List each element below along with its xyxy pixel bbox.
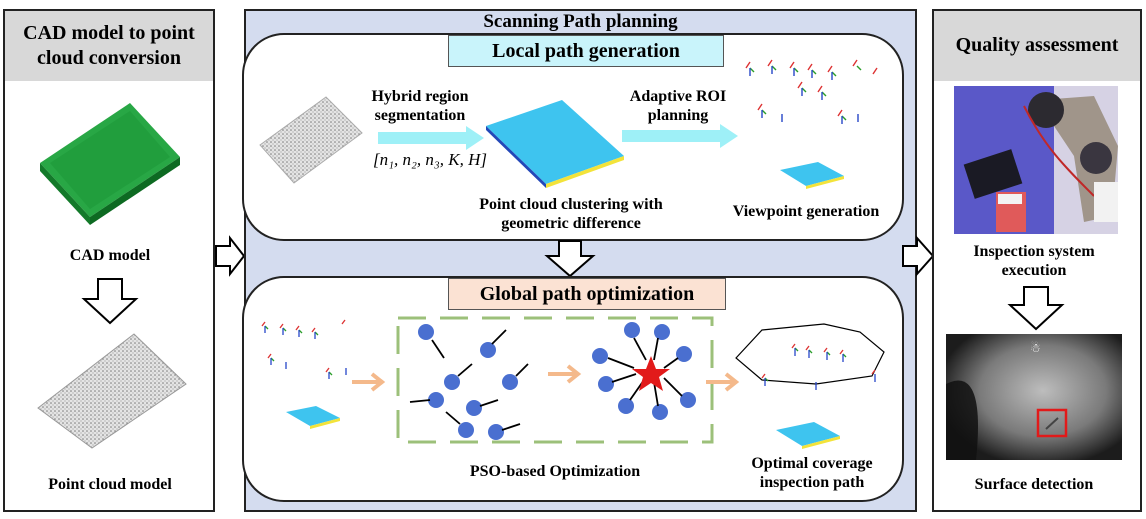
optimal-path-image [735,323,885,390]
cad-model-image [40,103,180,225]
segmented-plate-image [486,100,624,188]
pso-diagram [396,316,714,444]
cad-model-label: CAD model [69,247,151,264]
local-path-tag: Local path generation [448,35,724,67]
adaptive-roi-label: Adaptive ROI planning [629,88,727,124]
right-arrow-icon [215,235,246,277]
clustering-label: Point cloud clustering with geometric di… [479,196,663,232]
pso-label: PSO-based Optimization [469,463,641,480]
quality-header: Quality assessment [934,11,1140,81]
optimal-plate-image [776,422,840,449]
optimal-path-label: Optimal coverage inspection path [751,455,873,491]
orange-arrow-icon-2 [548,364,582,384]
right-arrow-icon-2 [902,235,935,277]
orange-arrow-icon-3 [706,372,740,392]
segment-input-cloud [259,96,363,184]
viewpoint-generation-label: Viewpoint generation [732,203,880,220]
viewpoints-image [745,59,878,124]
global-input-viewpoints [261,319,347,429]
scanning-path-title: Scanning Path planning [483,11,678,32]
cad-conversion-header: CAD model to point cloud conversion [5,11,213,81]
point-cloud-label: Point cloud model [48,476,172,493]
cyan-arrow-icon-2 [622,124,738,148]
inspection-execution-label: Inspection system execution [973,243,1095,279]
inspection-system-photo [954,86,1118,234]
down-arrow-icon-2 [544,240,596,278]
down-arrow-icon-3 [1007,286,1065,331]
point-cloud-image [37,333,187,449]
cyan-arrow-icon [378,126,484,150]
orange-arrow-icon [352,372,386,392]
cad-conversion-title: CAD model to point cloud conversion [23,22,195,69]
surface-detection-label: Surface detection [974,476,1094,493]
segmentation-params: [n₁, n₂, n₃, K, H] [372,150,488,169]
down-arrow-icon [81,278,139,325]
quality-title: Quality assessment [955,34,1119,56]
viewpoint-plate-image [780,162,844,189]
svg-text:☃: ☃ [1030,340,1041,355]
global-path-tag: Global path optimization [448,278,726,310]
hybrid-segmentation-label: Hybrid region segmentation [371,88,469,124]
global-path-section [242,276,904,502]
surface-detection-image: ☃ [946,334,1122,460]
